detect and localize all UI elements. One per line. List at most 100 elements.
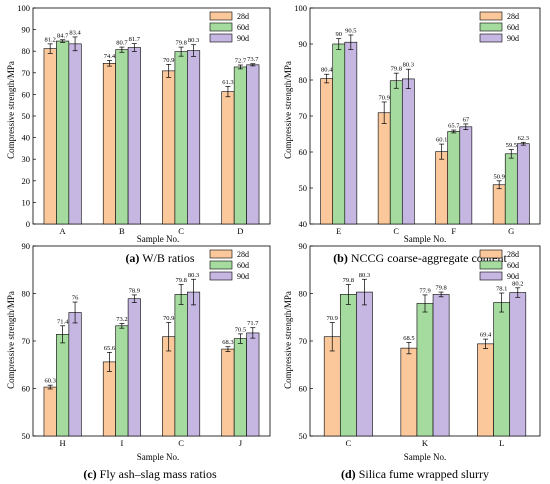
panel-b-xtick-label: F: [451, 226, 456, 236]
panel-a-data-label: 61.3: [222, 79, 233, 86]
panel-b-bar-28d: [320, 78, 334, 225]
panel-b-xtick-label: C: [393, 226, 399, 236]
panel-d-ytick-label: 60: [299, 384, 308, 394]
panel-d-ytick-label: 90: [299, 241, 308, 251]
panel-b-data-label: 79.8: [391, 66, 402, 73]
panel-a-data-label: 81.2: [44, 36, 55, 43]
panel-c-caption-letter: (c): [83, 467, 96, 481]
panel-a-bar-28d: [102, 62, 116, 225]
panel-a-bar-60d: [56, 40, 70, 225]
panel-d-data-label: 68.5: [403, 335, 414, 342]
panel-a-data-label: 81.7: [129, 36, 141, 43]
panel-c-bar-28d: [102, 361, 116, 437]
panel-b-data-label: 80.4: [321, 67, 333, 74]
panel-b-ytick-label: 80: [299, 75, 308, 85]
panel-a-bar-90d: [68, 43, 82, 225]
panel-c-data-label: 60.3: [44, 378, 55, 385]
panel-d-legend-label-60d: 60d: [507, 261, 519, 270]
panel-b-data-label: 70.9: [378, 94, 389, 101]
panel-a-bar-60d: [115, 49, 129, 225]
panel-a-ytick-label: 10: [22, 197, 31, 207]
panel-a-ytick-label: 100: [17, 3, 30, 13]
panel-c: Compressive strength/MPa Sample No. (c) …: [6, 241, 271, 481]
panel-c-data-label: 70.5: [235, 326, 246, 333]
panel-a-xlabel: Sample No.: [137, 234, 180, 244]
panel-a-data-label: 79.8: [175, 40, 186, 47]
panel-b-xlabel: Sample No.: [404, 234, 447, 244]
panel-b-legend-swatch-90d: [479, 33, 503, 43]
panel-c-ytick-label: 90: [22, 241, 31, 251]
panel-a-data-label: 80.3: [188, 37, 199, 44]
panel-b-bar-60d: [389, 80, 403, 225]
panel-b-bar-90d: [459, 126, 473, 225]
panel-a-legend-label-60d: 60d: [237, 23, 249, 32]
panel-a-xtick-label: B: [119, 226, 125, 236]
panel-b-bar-90d: [516, 143, 530, 225]
panel-a-xtick-label: C: [178, 226, 184, 236]
panel-d-legend-label-28d: 28d: [507, 250, 519, 259]
panel-b-bar-60d: [447, 131, 461, 225]
panel-d-bar-60d: [416, 303, 434, 437]
panel-a: Compressive strength/MPa Sample No. (a) …: [6, 3, 271, 265]
panel-d-legend-swatch-28d: [479, 249, 503, 259]
panel-b-legend-swatch-28d: [479, 11, 503, 21]
panel-a-ytick-label: 30: [22, 154, 31, 164]
panel-b-bar-90d: [401, 78, 415, 225]
panel-a-data-label: 84.7: [57, 32, 69, 39]
panel-d-data-label: 70.9: [327, 315, 338, 322]
panel-c-legend-swatch-90d: [209, 271, 233, 281]
panel-c-ytick-label: 50: [22, 431, 31, 441]
panel-c-data-label: 78.9: [129, 287, 140, 294]
panel-c-data-label: 76: [72, 295, 79, 302]
panel-a-legend-label-28d: 28d: [237, 12, 249, 21]
panel-b-bar-90d: [344, 41, 358, 225]
panel-b-caption: (b) NCCG coarse-aggregate content: [333, 251, 507, 265]
panel-a-caption-letter: (a): [125, 251, 139, 265]
panel-b-data-label: 59.5: [506, 142, 517, 149]
panel-a-data-label: 72.7: [235, 58, 247, 65]
panel-d-ytick-label: 50: [299, 431, 308, 441]
panel-b-data-label: 62.3: [518, 135, 529, 142]
panel-d-caption: (d) Silica fume wrapped slurry: [341, 467, 489, 481]
panel-c-xtick-label: H: [60, 438, 66, 448]
panel-b-ytick-label: 90: [299, 39, 308, 49]
panel-a-bar-28d: [162, 70, 176, 225]
panel-b-ytick-label: 70: [299, 111, 308, 121]
panel-d-data-label: 79.8: [343, 277, 354, 284]
panel-c-xtick-label: C: [178, 438, 184, 448]
panel-d-caption-letter: (d): [341, 467, 356, 481]
panel-b-ytick-label: 50: [299, 183, 308, 193]
panel-a-legend-swatch-60d: [209, 22, 233, 32]
panel-b-ytick-label: 60: [299, 147, 308, 157]
panel-b-data-label: 50.9: [493, 173, 504, 180]
panel-c-data-label: 79.8: [175, 277, 186, 284]
panel-c-legend-label-60d: 60d: [237, 261, 249, 270]
panel-b-xtick-label: E: [336, 226, 341, 236]
panel-c-legend-label-90d: 90d: [237, 272, 249, 281]
panel-a-bar-90d: [127, 47, 141, 225]
panel-d-data-label: 78.1: [496, 286, 507, 293]
panel-b-xtick-label: G: [508, 226, 514, 236]
panel-c-ytick-label: 70: [22, 336, 31, 346]
panel-c-data-label: 71.4: [57, 318, 69, 325]
panel-c-bar-90d: [187, 291, 201, 437]
panel-d-caption-text: Silica fume wrapped slurry: [356, 467, 489, 481]
panel-c-ylabel: Compressive strength/MPa: [6, 291, 16, 389]
panel-a-data-label: 70.9: [163, 57, 174, 64]
panel-d-bar-28d: [477, 343, 494, 437]
panel-b-data-label: 90.5: [345, 28, 356, 35]
panel-b-ytick-label: 100: [294, 3, 307, 13]
panel-a-caption: (a) W/B ratios: [125, 251, 194, 265]
panel-a-xtick-label: A: [60, 226, 67, 236]
panel-b-legend-swatch-60d: [479, 22, 503, 32]
panel-a-bar-28d: [43, 48, 57, 225]
panel-a-ylabel: Compressive strength/MPa: [6, 61, 16, 159]
panel-c-bar-90d: [246, 332, 260, 437]
panel-c-ytick-label: 60: [22, 384, 31, 394]
panel-b-caption-letter: (b): [333, 251, 348, 265]
panel-c-caption-text: Fly ash–slag mass ratios: [97, 467, 217, 481]
panel-c-xlabel: Sample No.: [137, 452, 180, 462]
panel-b-data-label: 60.1: [436, 137, 447, 144]
panel-b-data-label: 90: [336, 31, 343, 38]
